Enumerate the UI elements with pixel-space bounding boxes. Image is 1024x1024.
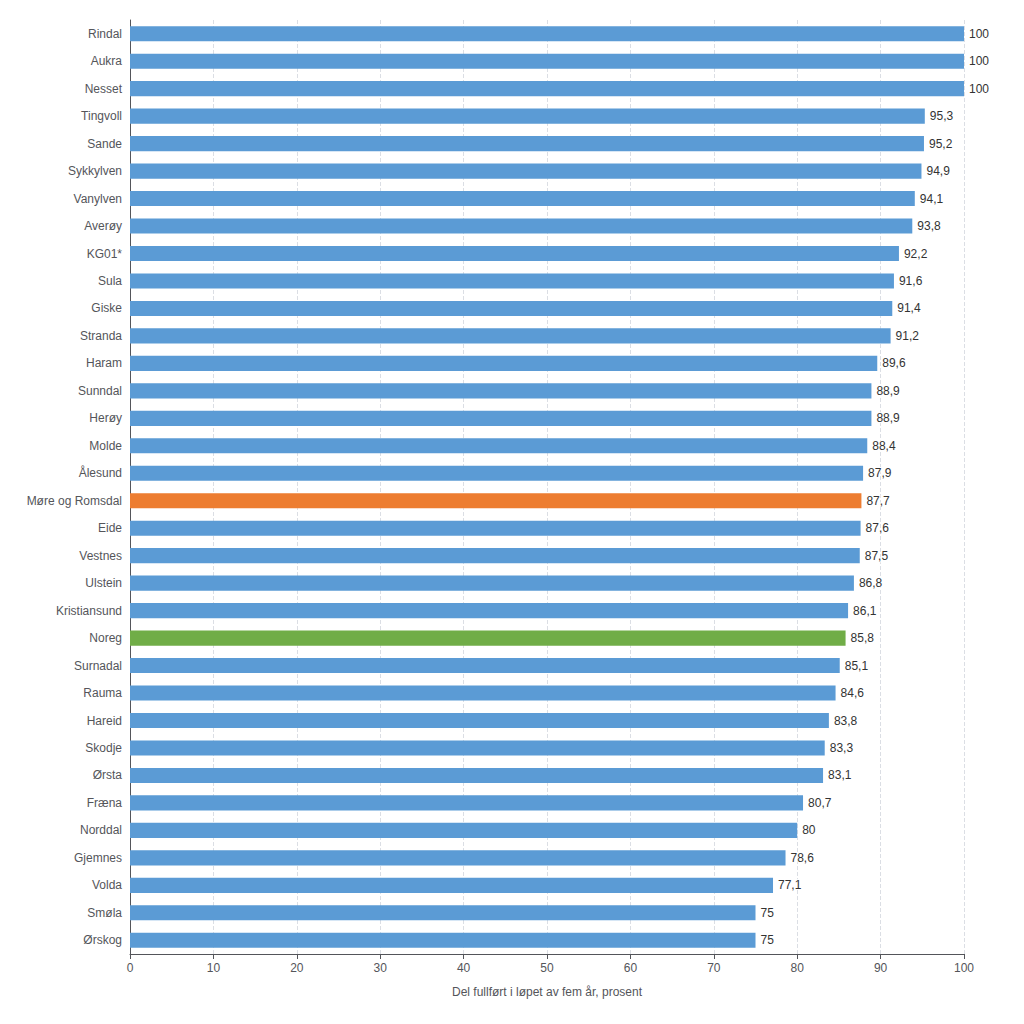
svg-text:60: 60	[624, 961, 638, 975]
svg-text:0: 0	[127, 961, 134, 975]
svg-text:Hareid: Hareid	[87, 714, 122, 728]
svg-text:Smøla: Smøla	[87, 906, 122, 920]
svg-text:100: 100	[969, 27, 989, 41]
svg-text:86,8: 86,8	[859, 576, 883, 590]
svg-text:Sula: Sula	[98, 274, 122, 288]
svg-text:Noreg: Noreg	[89, 631, 122, 645]
svg-text:Giske: Giske	[91, 301, 122, 315]
svg-text:70: 70	[707, 961, 721, 975]
svg-text:Ålesund: Ålesund	[79, 465, 122, 480]
svg-text:94,9: 94,9	[926, 164, 950, 178]
svg-text:Eide: Eide	[98, 521, 122, 535]
svg-text:92,2: 92,2	[904, 247, 928, 261]
svg-text:Molde: Molde	[89, 439, 122, 453]
svg-text:Nesset: Nesset	[85, 82, 123, 96]
svg-text:88,9: 88,9	[876, 384, 900, 398]
svg-text:Rauma: Rauma	[83, 686, 122, 700]
svg-text:Averøy: Averøy	[84, 219, 122, 233]
svg-text:83,1: 83,1	[828, 768, 852, 782]
svg-text:Gjemnes: Gjemnes	[74, 851, 122, 865]
svg-text:75: 75	[761, 933, 775, 947]
svg-text:84,6: 84,6	[841, 686, 865, 700]
svg-text:85,1: 85,1	[845, 659, 869, 673]
svg-text:Herøy: Herøy	[89, 411, 122, 425]
svg-text:Del fullført i løpet av fem år: Del fullført i løpet av fem år, prosent	[452, 985, 643, 999]
svg-text:30: 30	[374, 961, 388, 975]
svg-text:100: 100	[969, 54, 989, 68]
svg-text:77,1: 77,1	[778, 878, 802, 892]
svg-text:89,6: 89,6	[882, 356, 906, 370]
svg-text:Skodje: Skodje	[85, 741, 122, 755]
svg-text:87,5: 87,5	[865, 549, 889, 563]
svg-text:Surnadal: Surnadal	[74, 659, 122, 673]
svg-text:Fræna: Fræna	[87, 796, 123, 810]
svg-text:Ørsta: Ørsta	[93, 768, 123, 782]
svg-text:95,2: 95,2	[929, 137, 953, 151]
svg-text:94,1: 94,1	[920, 192, 944, 206]
svg-text:80: 80	[802, 823, 816, 837]
svg-text:78,6: 78,6	[791, 851, 815, 865]
svg-text:Vestnes: Vestnes	[79, 549, 122, 563]
svg-text:Haram: Haram	[86, 356, 122, 370]
svg-text:87,9: 87,9	[868, 466, 892, 480]
svg-text:83,8: 83,8	[834, 714, 858, 728]
svg-text:Sykkylven: Sykkylven	[68, 164, 122, 178]
svg-text:Volda: Volda	[92, 878, 122, 892]
svg-text:93,8: 93,8	[917, 219, 941, 233]
svg-text:88,9: 88,9	[876, 411, 900, 425]
svg-text:87,7: 87,7	[866, 494, 890, 508]
svg-text:Møre og Romsdal: Møre og Romsdal	[27, 494, 122, 508]
svg-text:86,1: 86,1	[853, 604, 877, 618]
svg-text:87,6: 87,6	[866, 521, 890, 535]
svg-text:50: 50	[540, 961, 554, 975]
svg-text:91,6: 91,6	[899, 274, 923, 288]
svg-text:100: 100	[954, 961, 974, 975]
svg-text:Stranda: Stranda	[80, 329, 122, 343]
svg-text:Ørskog: Ørskog	[83, 933, 122, 947]
svg-text:91,2: 91,2	[896, 329, 920, 343]
svg-text:Ulstein: Ulstein	[85, 576, 122, 590]
svg-text:91,4: 91,4	[897, 301, 921, 315]
svg-text:Rindal: Rindal	[88, 27, 122, 41]
svg-text:80,7: 80,7	[808, 796, 832, 810]
svg-text:Sunndal: Sunndal	[78, 384, 122, 398]
svg-text:85,8: 85,8	[851, 631, 875, 645]
svg-text:40: 40	[457, 961, 471, 975]
svg-text:95,3: 95,3	[930, 109, 954, 123]
svg-text:20: 20	[290, 961, 304, 975]
svg-text:83,3: 83,3	[830, 741, 854, 755]
svg-text:10: 10	[207, 961, 221, 975]
svg-text:Aukra: Aukra	[91, 54, 123, 68]
svg-text:75: 75	[761, 906, 775, 920]
svg-text:80: 80	[791, 961, 805, 975]
svg-text:Kristiansund: Kristiansund	[56, 604, 122, 618]
svg-text:90: 90	[874, 961, 888, 975]
svg-text:Norddal: Norddal	[80, 823, 122, 837]
svg-text:100: 100	[969, 82, 989, 96]
svg-text:88,4: 88,4	[872, 439, 896, 453]
svg-text:KG01*: KG01*	[87, 247, 123, 261]
svg-text:Tingvoll: Tingvoll	[81, 109, 122, 123]
svg-text:Sande: Sande	[87, 137, 122, 151]
svg-text:Vanylven: Vanylven	[74, 192, 122, 206]
